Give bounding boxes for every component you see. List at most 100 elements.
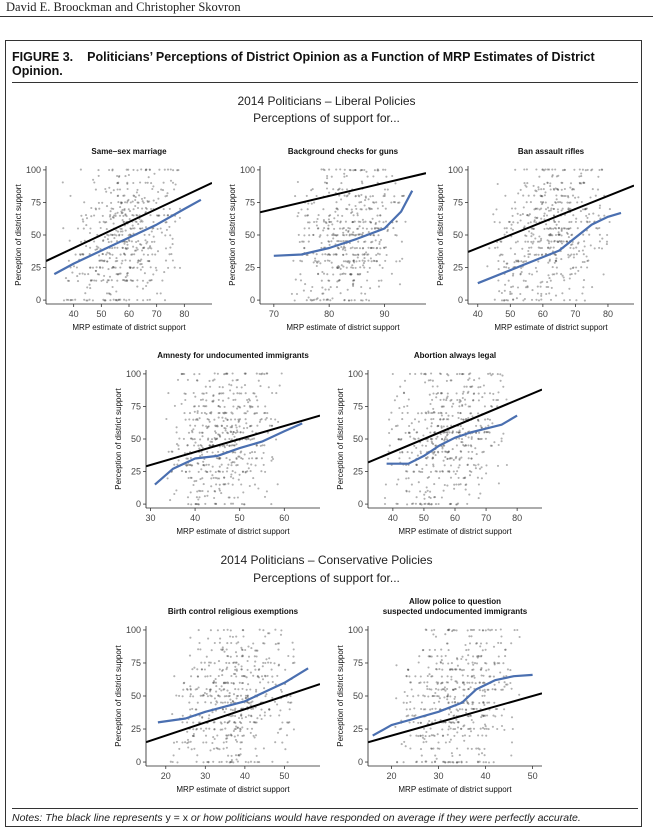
data-point bbox=[407, 431, 410, 435]
data-point bbox=[317, 273, 320, 276]
data-point bbox=[362, 262, 365, 265]
data-point bbox=[246, 462, 249, 465]
data-point bbox=[452, 688, 455, 691]
data-point bbox=[177, 459, 180, 462]
data-point bbox=[236, 431, 239, 434]
y-tick-label: 75 bbox=[453, 197, 463, 207]
data-point bbox=[332, 273, 335, 276]
panel-title: Abortion always legal bbox=[414, 351, 496, 360]
data-point bbox=[159, 227, 162, 230]
data-point bbox=[130, 279, 134, 282]
data-point bbox=[196, 754, 199, 757]
data-point bbox=[343, 298, 346, 302]
data-point bbox=[419, 502, 422, 505]
data-point bbox=[419, 721, 422, 724]
data-point bbox=[157, 214, 160, 217]
data-point bbox=[231, 635, 234, 638]
data-point bbox=[433, 431, 436, 434]
data-point bbox=[432, 734, 435, 737]
data-point bbox=[450, 721, 453, 724]
data-point bbox=[511, 228, 514, 231]
data-point bbox=[498, 254, 501, 257]
data-point bbox=[169, 168, 172, 171]
data-point bbox=[484, 690, 487, 693]
data-point bbox=[232, 672, 236, 675]
data-point bbox=[496, 373, 499, 376]
data-point bbox=[218, 411, 221, 415]
data-point bbox=[569, 227, 572, 230]
data-point bbox=[554, 259, 557, 262]
data-point bbox=[116, 259, 119, 262]
data-point bbox=[187, 476, 190, 480]
data-point bbox=[342, 272, 345, 275]
data-point bbox=[257, 379, 260, 382]
data-point bbox=[442, 398, 445, 401]
data-point bbox=[422, 708, 425, 711]
data-point bbox=[495, 208, 498, 211]
data-point bbox=[454, 695, 457, 698]
data-point bbox=[307, 240, 310, 243]
data-point bbox=[219, 701, 223, 704]
data-point bbox=[458, 458, 461, 461]
data-point bbox=[455, 431, 458, 434]
data-point bbox=[472, 708, 475, 711]
data-point bbox=[460, 418, 463, 421]
data-point bbox=[350, 266, 353, 269]
data-point bbox=[249, 451, 252, 455]
data-point bbox=[400, 194, 404, 198]
data-point bbox=[345, 174, 348, 178]
data-point bbox=[426, 503, 430, 506]
data-point bbox=[347, 192, 351, 195]
data-point bbox=[232, 477, 235, 480]
data-point bbox=[560, 229, 563, 232]
data-point bbox=[405, 489, 408, 492]
data-point bbox=[190, 429, 194, 432]
data-point bbox=[413, 715, 416, 718]
data-point bbox=[114, 299, 117, 302]
data-point bbox=[598, 240, 601, 243]
data-point bbox=[90, 215, 93, 218]
data-point bbox=[583, 299, 586, 302]
data-point bbox=[528, 272, 531, 275]
data-point bbox=[580, 220, 583, 223]
data-point bbox=[190, 464, 193, 467]
data-point bbox=[375, 247, 378, 250]
data-point bbox=[319, 299, 322, 302]
data-point bbox=[472, 701, 475, 704]
data-point bbox=[449, 457, 452, 460]
data-point bbox=[437, 700, 441, 703]
data-point bbox=[539, 200, 543, 204]
data-point bbox=[493, 661, 496, 664]
data-point bbox=[234, 665, 237, 668]
data-point bbox=[499, 240, 502, 243]
data-point bbox=[140, 243, 143, 246]
data-point bbox=[230, 411, 233, 414]
data-point bbox=[440, 426, 443, 429]
data-point bbox=[255, 457, 259, 460]
data-point bbox=[431, 456, 434, 459]
data-point bbox=[583, 260, 586, 264]
data-point bbox=[557, 233, 560, 236]
data-point bbox=[470, 635, 473, 638]
data-point bbox=[463, 739, 466, 742]
data-point bbox=[554, 233, 558, 237]
data-point bbox=[221, 668, 224, 671]
data-point bbox=[394, 233, 397, 237]
data-point bbox=[462, 694, 465, 697]
data-point bbox=[239, 728, 242, 731]
data-point bbox=[234, 418, 237, 421]
data-point bbox=[349, 247, 352, 250]
data-point bbox=[551, 174, 554, 177]
data-point bbox=[143, 196, 146, 199]
data-point bbox=[244, 437, 247, 441]
data-point bbox=[223, 426, 226, 430]
data-point bbox=[241, 655, 244, 658]
y-tick-label: 25 bbox=[245, 263, 255, 273]
data-point bbox=[324, 288, 327, 291]
data-point bbox=[499, 373, 502, 376]
data-point bbox=[485, 431, 488, 434]
data-point bbox=[144, 181, 147, 184]
data-point bbox=[572, 256, 575, 259]
data-point bbox=[605, 240, 609, 243]
data-point bbox=[223, 711, 226, 714]
